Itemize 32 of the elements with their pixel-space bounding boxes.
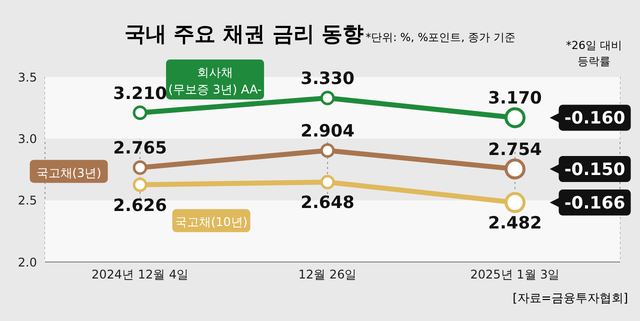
data-label: 2.904 (300, 122, 355, 142)
annotation: -0.166 (564, 194, 626, 214)
x-tick-label: 12월 26일 (298, 268, 357, 282)
text: 국고채(10년) (174, 215, 248, 230)
x-tick-label: 2025년 1월 3일 (470, 268, 560, 282)
data-label: 2.482 (488, 214, 542, 234)
text: *26일 대비 등락률 (565, 38, 623, 70)
data-label: 2.754 (488, 140, 542, 160)
point (132, 160, 148, 175)
point (320, 174, 335, 190)
x-tick-label: 2024년 12월 4일 (92, 268, 189, 282)
point (132, 106, 148, 120)
y-tick-label: 3.0 (18, 132, 37, 146)
data-label: 3.170 (488, 88, 542, 109)
annotation: -0.150 (564, 160, 626, 180)
chart-subtitle: *단위: %, %포인트, 종가 기준 (366, 31, 516, 44)
series-label: 회사채(무보증 3년) AA- (168, 65, 262, 96)
data-label: 2.765 (113, 138, 167, 159)
chart-title: 국내 주요 채권 금리 동향 (124, 22, 364, 46)
text: [자료=금융투자협회] (512, 290, 628, 307)
data-label: 3.210 (113, 84, 168, 104)
point (320, 90, 335, 106)
y-tick-label: 2.0 (18, 255, 37, 270)
text: 국고채(3년) (36, 166, 102, 180)
point (132, 178, 148, 192)
y-tick-label: 3.5 (18, 70, 37, 84)
y-tick-label: 2.5 (18, 194, 37, 208)
data-label: 2.648 (300, 193, 354, 214)
annotation: -0.160 (564, 108, 626, 129)
data-label: 2.626 (113, 196, 167, 216)
data-label: 3.330 (300, 68, 355, 89)
point (320, 143, 335, 158)
